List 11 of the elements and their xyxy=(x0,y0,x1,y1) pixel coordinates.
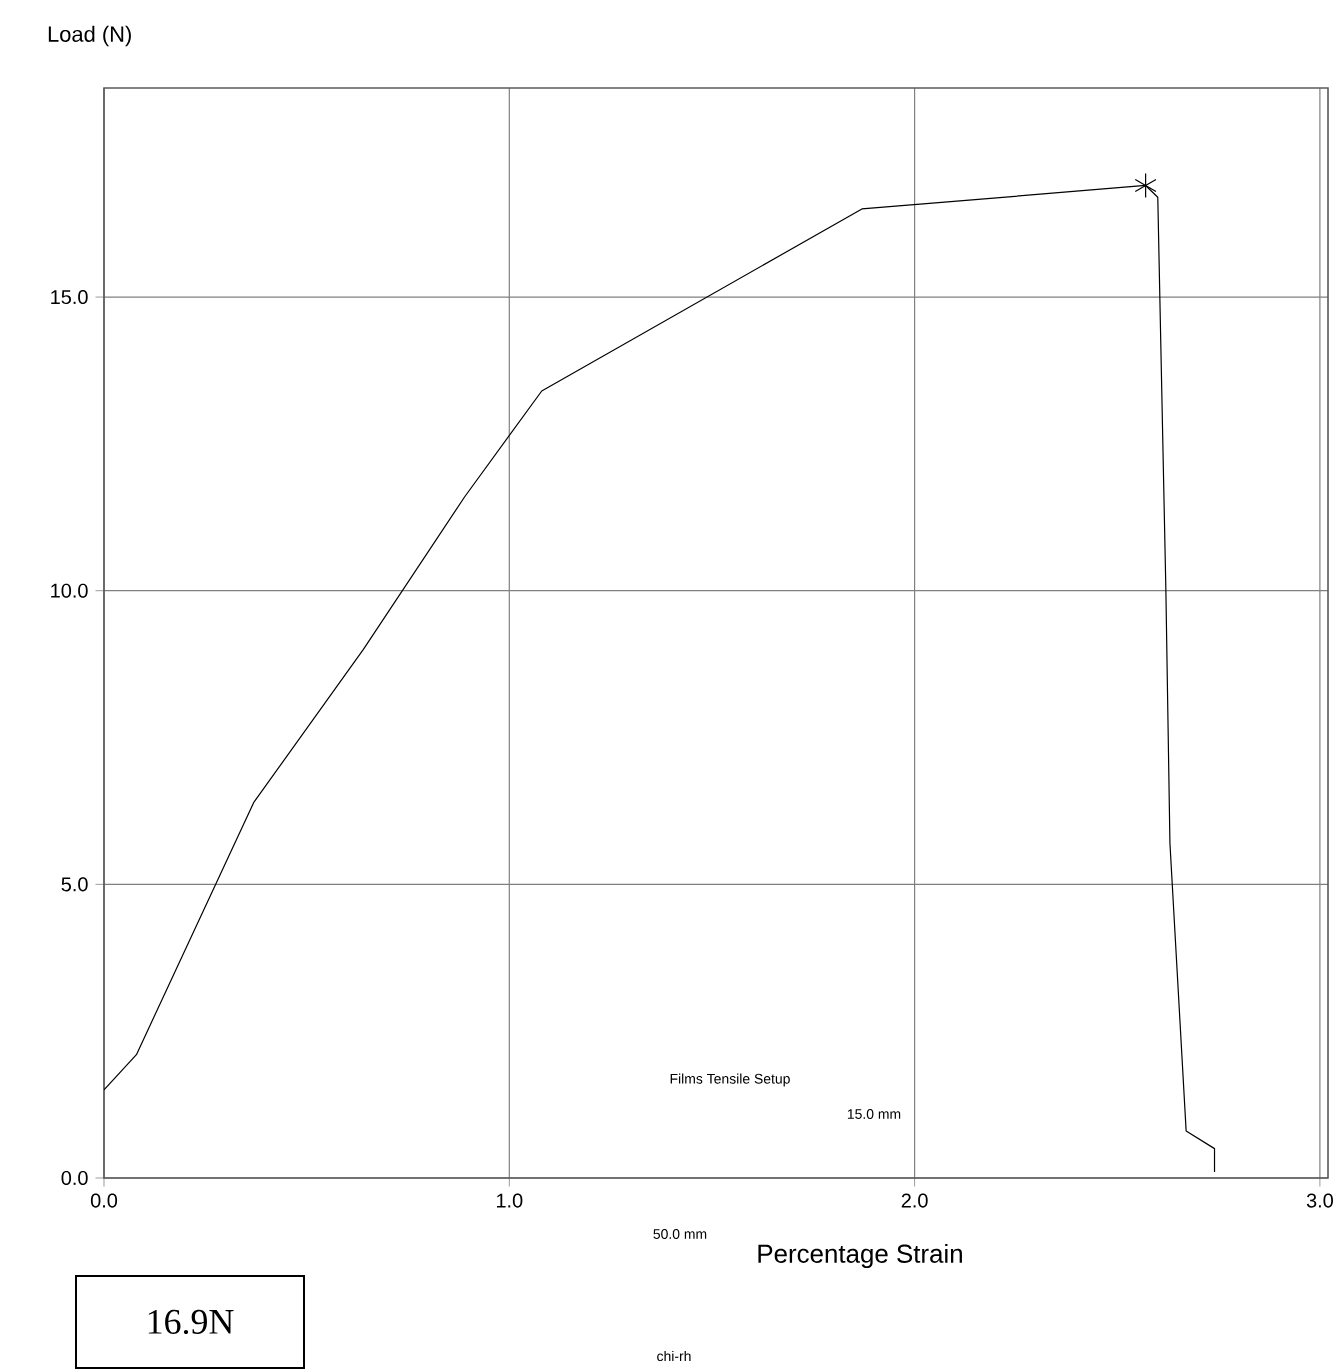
text: 16.9N xyxy=(148,1309,234,1335)
x-tick-label: 0.0 xyxy=(90,1193,118,1208)
y-tick-label: 15.0 xyxy=(51,290,88,305)
y-axis-title: Load (N) xyxy=(48,25,131,47)
y-tick-label: 5.0 xyxy=(61,877,88,892)
x-tick-label: 3.0 xyxy=(1306,1193,1333,1208)
x-tick-label: 2.0 xyxy=(901,1193,928,1208)
y-tick-label: 0.0 xyxy=(61,1170,88,1186)
x-axis-title: Percentage Strain xyxy=(758,1243,962,1269)
x-tick-label: 1.0 xyxy=(496,1193,523,1208)
y-tick-label: 10.0 xyxy=(51,583,88,598)
